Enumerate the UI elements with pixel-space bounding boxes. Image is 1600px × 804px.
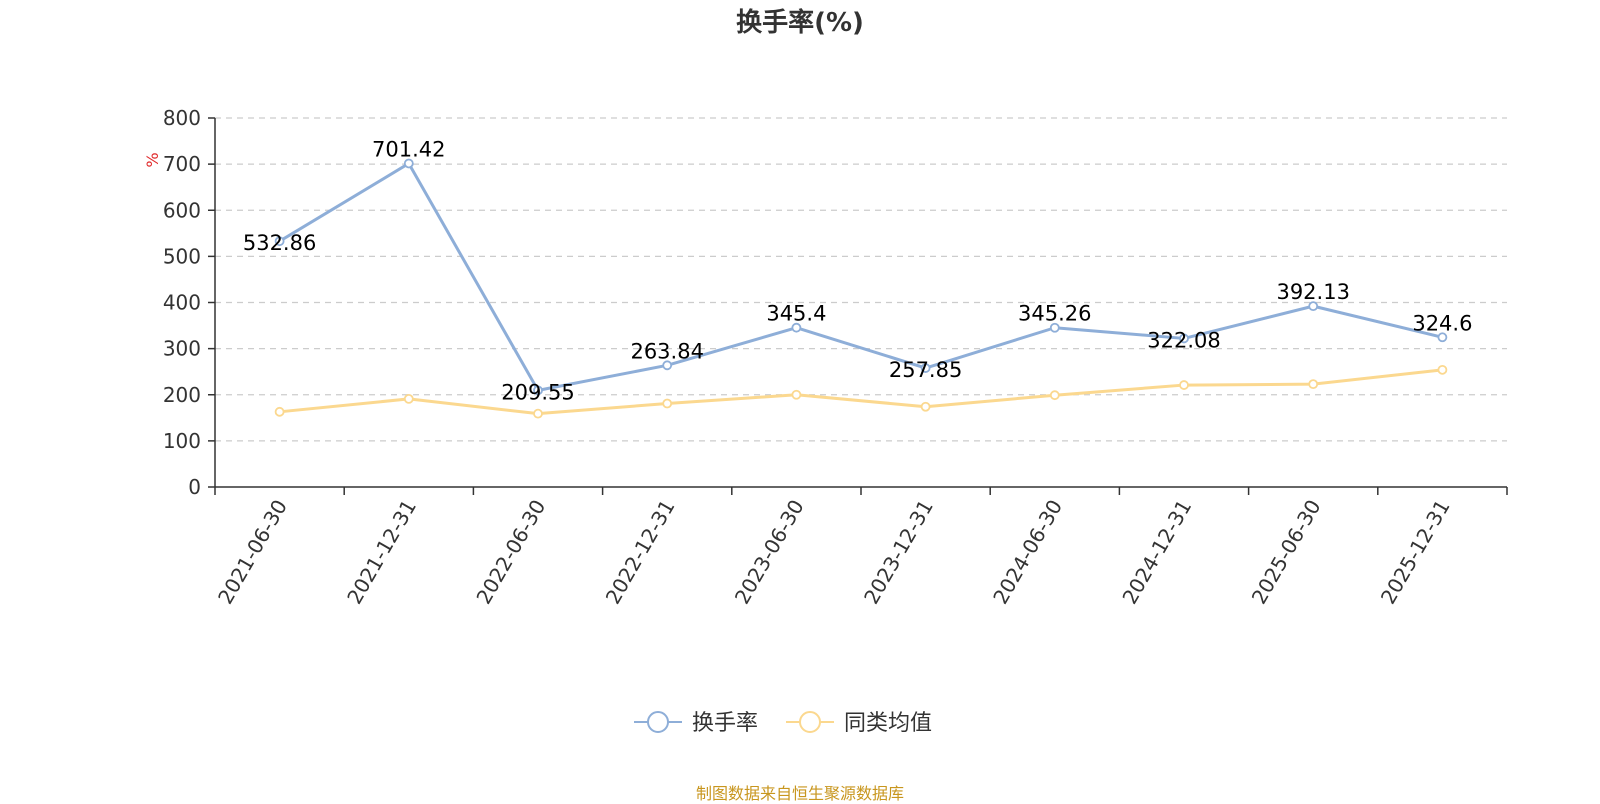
data-point[interactable] [1049,390,1060,401]
data-point[interactable] [1049,322,1060,333]
line-chart: 0 100 200 300 400 500 600 700 800% 2021-06-30 2021… [143,106,1508,736]
data-point[interactable] [1437,364,1448,375]
x-tick-label: 2025-12-31 [1376,496,1455,609]
data-label: 322.08 [1147,328,1220,352]
data-point[interactable] [403,394,414,404]
data-label: 532.86 [243,231,316,255]
data-point[interactable] [274,236,285,247]
y-tick-label: 700 [163,152,201,176]
y-tick-label: 300 [163,337,201,361]
data-label: 324.6 [1412,311,1472,335]
legend-circle-icon [647,711,669,733]
y-tick-label: 0 [188,475,201,499]
data-label: 701.42 [372,137,445,161]
y-tick-label: 600 [163,198,201,222]
data-point[interactable] [1308,301,1319,312]
data-point[interactable] [662,360,673,371]
data-point[interactable] [274,406,285,417]
axes: 0 100 200 300 400 500 600 700 800% 2021-06-30 2021… [143,106,1508,609]
x-tick-label: 2024-06-30 [988,496,1067,609]
y-tick-label: 400 [163,291,201,315]
legend: 换手率 同类均值 [634,711,932,736]
x-tick-label: 2025-06-30 [1247,496,1326,609]
legend-item-0[interactable]: 换手率 [634,711,758,736]
x-tick-label: 2023-06-30 [730,496,809,609]
series-line-0 [278,161,1443,392]
chart-title: 换手率(%) [736,8,864,38]
x-tick-label: 2021-12-31 [342,496,421,609]
legend-label: 同类均值 [844,711,932,736]
y-tick-label: 500 [163,244,201,268]
data-point[interactable] [791,322,802,333]
data-point[interactable] [791,389,802,400]
data-point[interactable] [1437,332,1448,343]
x-tick-label: 2023-12-31 [859,496,938,609]
series-line-1 [279,368,1443,416]
data-point[interactable] [1179,333,1189,344]
series-lines [274,158,1448,419]
data-label: 209.55 [501,380,574,404]
x-tick-label: 2022-12-31 [601,496,680,609]
data-point[interactable] [533,385,543,396]
data-label: 392.13 [1276,280,1349,304]
data-point[interactable] [920,363,931,373]
legend-circle-icon [799,711,821,733]
data-point[interactable] [1308,379,1319,390]
x-tick-label: 2022-06-30 [471,496,550,609]
y-tick-label: 200 [163,383,201,407]
x-tick-label: 2021-06-30 [213,496,292,609]
x-tick-label: 2024-12-31 [1117,496,1196,609]
data-point[interactable] [1179,380,1189,390]
y-axis-label: % [143,152,162,167]
data-point[interactable] [662,398,673,409]
data-label: 345.4 [766,302,826,326]
data-label: 263.84 [630,339,703,363]
y-tick-label: 800 [163,106,201,130]
source-note: 制图数据来自恒生聚源数据库 [695,784,904,803]
y-tick-label: 100 [163,429,201,453]
legend-item-1[interactable]: 同类均值 [786,711,932,736]
data-point[interactable] [533,408,543,419]
data-label: 257.85 [889,358,962,382]
legend-label: 换手率 [692,711,758,736]
data-point[interactable] [403,158,414,169]
data-label: 345.26 [1018,302,1091,326]
data-labels: 532.86 701.42 209.55 263.84 345.4 257.85 345.2… [243,137,1473,404]
data-point[interactable] [920,401,931,412]
